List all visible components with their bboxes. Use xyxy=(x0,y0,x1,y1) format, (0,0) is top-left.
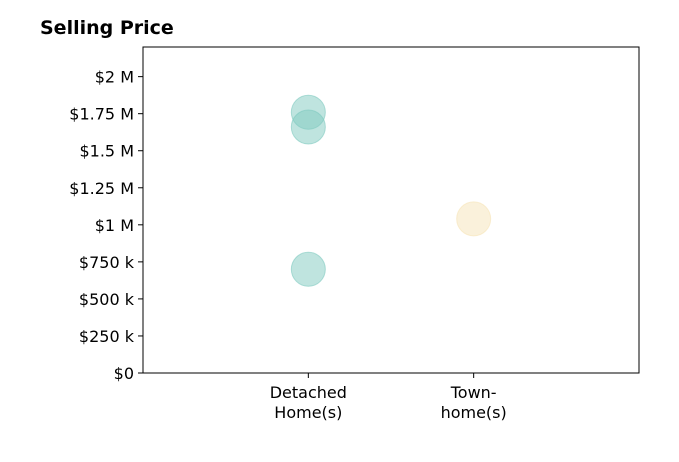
x-axis: Detached Home(s) Town-home(s) xyxy=(270,373,507,422)
x-tick-label-line: Home(s) xyxy=(274,403,342,422)
y-tick-label: $1.5 M xyxy=(79,142,134,161)
y-tick-label: $1.25 M xyxy=(69,179,134,198)
data-point xyxy=(290,109,326,145)
data-point xyxy=(456,201,492,237)
x-tick-label: Town-home(s) xyxy=(441,383,507,422)
y-tick-label: $1 M xyxy=(95,216,134,235)
y-tick-label: $250 k xyxy=(79,327,135,346)
x-tick-label: Detached Home(s) xyxy=(270,383,347,422)
y-axis: $0 $250 k $500 k $750 k $1 M $1.25 M $1.5 M $1.… xyxy=(69,68,143,383)
y-tick-label: $1.75 M xyxy=(69,105,134,124)
plot-area-frame xyxy=(142,46,640,374)
y-tick-label: $750 k xyxy=(79,253,135,272)
x-tick-label-line: home(s) xyxy=(441,403,507,422)
x-tick-label-line: Detached xyxy=(270,383,347,402)
chart-title: Selling Price xyxy=(40,17,174,39)
x-tick-label-line: Town- xyxy=(450,383,497,402)
y-tick-label: $2 M xyxy=(95,68,134,87)
data-point xyxy=(290,251,326,287)
data-points xyxy=(290,94,492,287)
y-tick-label: $500 k xyxy=(79,290,135,309)
y-tick-label: $0 xyxy=(114,364,134,383)
